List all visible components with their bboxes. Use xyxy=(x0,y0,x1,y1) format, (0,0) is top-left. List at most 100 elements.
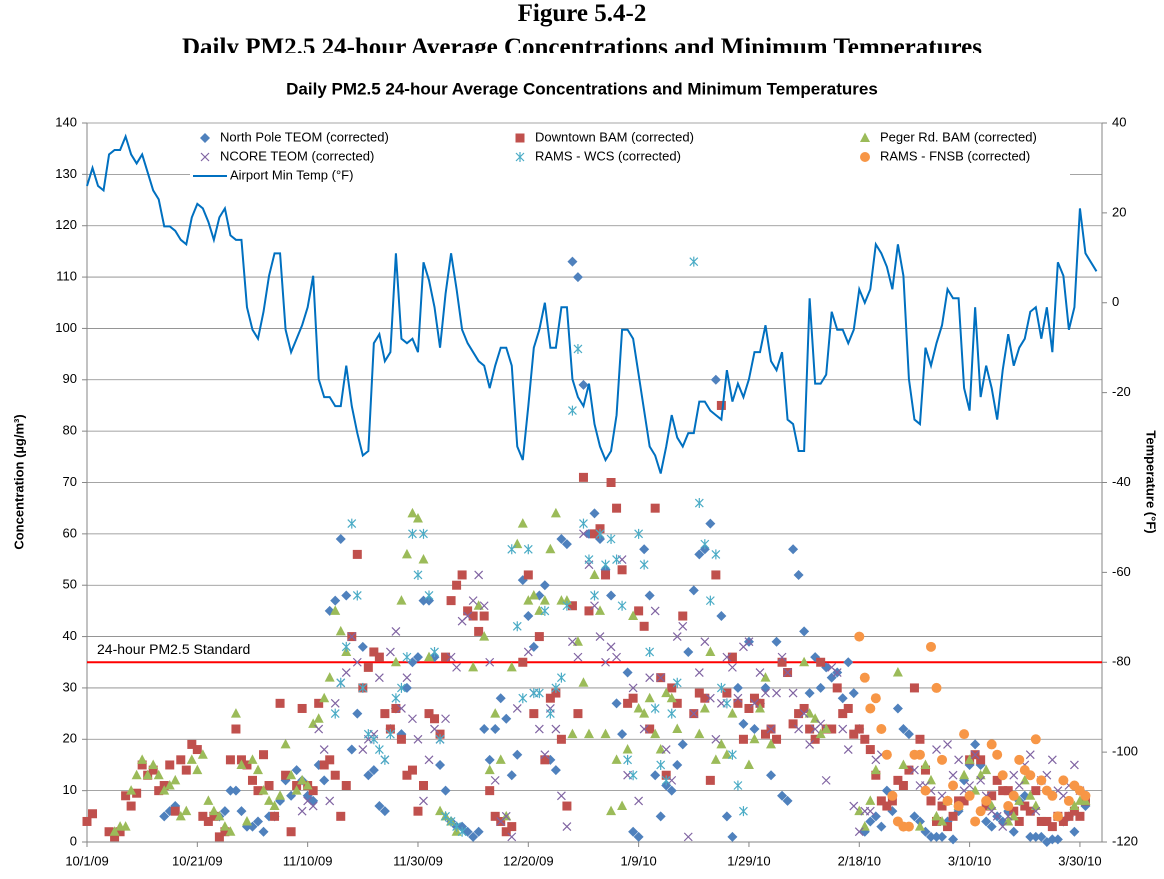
point xyxy=(975,806,986,817)
legend-label: RAMS - FNSB (corrected) xyxy=(880,148,1030,163)
point xyxy=(739,806,748,817)
point xyxy=(539,595,550,605)
legend-label: Airport Min Temp (°F) xyxy=(230,167,353,182)
point xyxy=(694,728,705,739)
point xyxy=(385,647,395,657)
point xyxy=(363,770,374,781)
point xyxy=(506,661,517,672)
point xyxy=(898,781,908,791)
point xyxy=(1063,795,1074,806)
y-tick-label: 80 xyxy=(63,423,77,438)
point xyxy=(490,708,501,718)
point xyxy=(870,764,881,775)
point xyxy=(964,754,975,764)
point xyxy=(689,709,699,719)
point xyxy=(893,775,903,785)
point xyxy=(463,611,473,621)
legend-label: RAMS - WCS (corrected) xyxy=(535,148,681,163)
point xyxy=(976,755,986,765)
point xyxy=(390,656,401,667)
point xyxy=(909,811,920,822)
point xyxy=(942,795,953,806)
point xyxy=(225,785,236,796)
point xyxy=(932,745,941,754)
point xyxy=(760,672,771,682)
point xyxy=(308,801,318,811)
point xyxy=(948,811,958,821)
legend-marker xyxy=(200,133,210,143)
point xyxy=(507,544,517,555)
point xyxy=(153,769,164,780)
point xyxy=(601,657,610,667)
point xyxy=(672,759,683,770)
point xyxy=(402,770,412,780)
point xyxy=(142,769,153,780)
point xyxy=(258,826,269,837)
x-tick-label: 1/9/10 xyxy=(621,853,657,868)
y2-tick-label: -60 xyxy=(1112,564,1131,579)
point xyxy=(468,611,478,621)
point xyxy=(176,755,186,765)
y-tick-label: 40 xyxy=(63,628,77,643)
point xyxy=(551,682,561,693)
point xyxy=(925,641,936,652)
point xyxy=(617,600,627,611)
point xyxy=(611,698,622,709)
point xyxy=(722,652,732,662)
point xyxy=(501,713,512,724)
x-tick-label: 1/29/10 xyxy=(727,853,770,868)
point xyxy=(628,683,638,693)
point xyxy=(1020,801,1030,811)
point xyxy=(743,759,754,769)
point xyxy=(986,800,997,811)
point xyxy=(495,693,506,704)
point xyxy=(1069,800,1080,811)
point xyxy=(1003,811,1013,821)
point xyxy=(463,606,473,616)
point xyxy=(523,647,533,657)
point xyxy=(590,529,599,539)
point xyxy=(159,785,170,795)
point xyxy=(208,805,219,816)
point xyxy=(1025,831,1036,842)
point xyxy=(722,698,732,709)
point xyxy=(540,750,550,760)
point xyxy=(672,698,682,708)
point xyxy=(374,652,384,662)
point xyxy=(970,750,980,760)
x-tick-label: 10/1/09 xyxy=(65,853,108,868)
point xyxy=(805,739,815,749)
point xyxy=(931,810,942,821)
point xyxy=(341,781,351,791)
y2-tick-label: 0 xyxy=(1112,294,1119,309)
point xyxy=(1058,816,1068,826)
point xyxy=(275,790,286,800)
point xyxy=(484,764,495,775)
point xyxy=(772,734,782,744)
point xyxy=(633,831,644,842)
point xyxy=(573,343,583,354)
point xyxy=(540,605,550,616)
point xyxy=(777,657,787,667)
point xyxy=(611,754,622,764)
point xyxy=(551,688,561,698)
point xyxy=(849,729,859,739)
point xyxy=(170,774,181,785)
point xyxy=(424,651,435,662)
y-tick-label: 60 xyxy=(63,525,77,540)
point xyxy=(898,724,909,735)
point xyxy=(1009,770,1019,780)
point xyxy=(794,709,804,719)
point xyxy=(821,723,832,734)
point xyxy=(109,826,120,836)
point xyxy=(562,801,572,811)
point xyxy=(650,606,660,616)
point xyxy=(374,801,385,812)
point xyxy=(865,745,875,755)
point xyxy=(121,791,131,801)
point xyxy=(297,774,308,785)
legend-marker xyxy=(860,132,870,142)
y-tick-label: 140 xyxy=(55,114,77,129)
point xyxy=(187,739,197,749)
point xyxy=(534,605,545,615)
